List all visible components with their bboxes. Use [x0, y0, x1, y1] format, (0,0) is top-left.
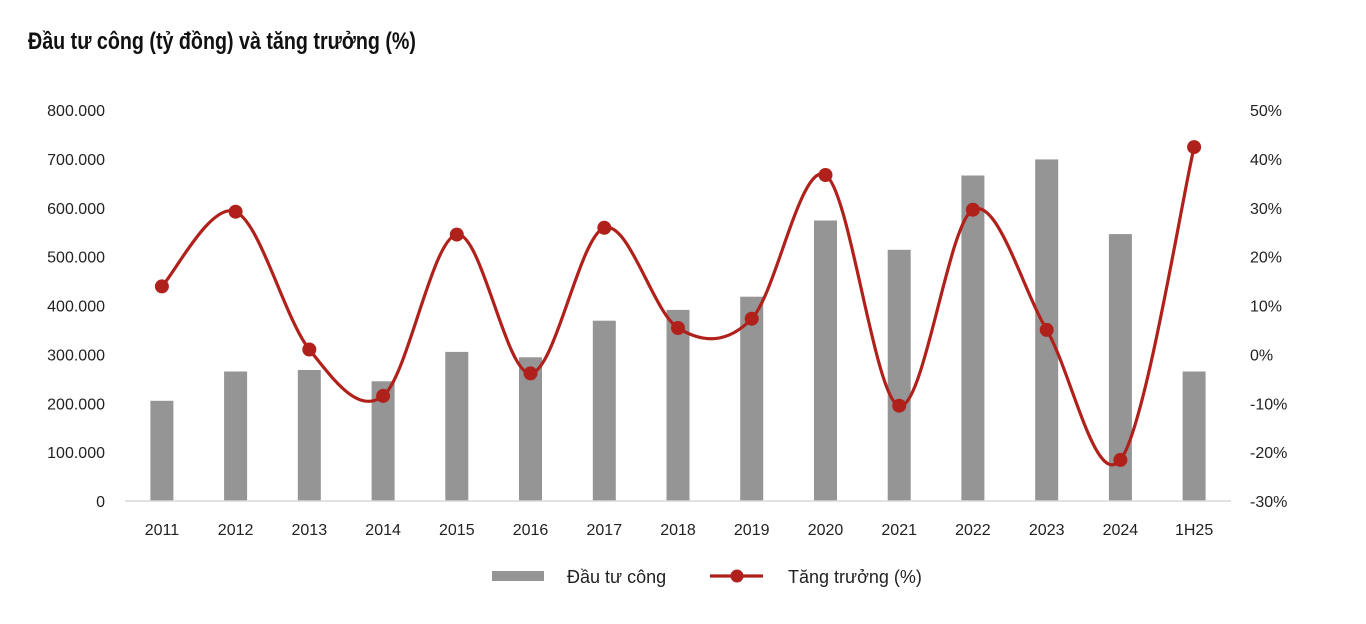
right-tick-label: 40% [1250, 152, 1282, 169]
legend-bar-swatch [492, 571, 544, 581]
growth-marker-2023 [1039, 322, 1054, 337]
x-tick-label: 2014 [365, 522, 401, 539]
right-tick-label: 10% [1250, 299, 1282, 316]
bar-2024 [1108, 234, 1132, 501]
bar-2011 [150, 400, 174, 501]
left-tick-label: 400.000 [47, 299, 105, 316]
bar-2016 [519, 357, 542, 501]
x-tick-label: 2022 [955, 522, 991, 539]
left-tick-label: 800.000 [47, 103, 105, 120]
growth-marker-2021 [892, 398, 907, 413]
x-tick-label: 2016 [513, 522, 549, 539]
x-tick-label: 2017 [587, 522, 623, 539]
x-tick-label: 2018 [660, 522, 696, 539]
legend: Đầu tư công Tăng trưởng (%) [492, 567, 922, 587]
right-tick-label: -20% [1250, 445, 1287, 462]
x-axis-ticks: 2011 2012 2013 2014 2015 2016 2017 2018 2019 2020… [145, 522, 1214, 539]
growth-marker-2015 [449, 227, 464, 242]
right-tick-label: 0% [1250, 347, 1273, 364]
bar-2014 [371, 381, 395, 501]
growth-marker-2022 [965, 202, 980, 217]
bar-2019 [740, 296, 764, 501]
left-tick-label: 0 [96, 494, 105, 511]
x-tick-label: 2013 [292, 522, 328, 539]
bar-2022 [961, 175, 985, 501]
growth-marker-2017 [597, 220, 612, 235]
legend-bar-label: Đầu tư công [567, 567, 666, 587]
growth-marker-2019 [744, 311, 759, 326]
growth-marker-2024 [1113, 452, 1128, 467]
x-tick-label: 2021 [881, 522, 917, 539]
bar-2012 [224, 371, 248, 501]
right-tick-label: 20% [1250, 250, 1282, 267]
chart-title: Đầu tư công (tỷ đồng) và tăng trưởng (%) [28, 28, 416, 55]
bar-1H25 [1182, 371, 1206, 501]
left-tick-label: 300.000 [47, 347, 105, 364]
x-tick-label: 2015 [439, 522, 475, 539]
x-tick-label: 1H25 [1175, 522, 1213, 539]
bar-2015 [445, 351, 469, 501]
right-axis-ticks: -30% -20% -10% 0% 10% 20% 30% 40% 50% [1250, 103, 1287, 511]
bar-2013 [297, 370, 321, 501]
growth-marker-2014 [376, 388, 391, 403]
right-tick-label: 30% [1250, 201, 1282, 218]
x-tick-label: 2019 [734, 522, 770, 539]
growth-marker-2012 [228, 204, 243, 219]
growth-marker-2016 [523, 366, 538, 381]
x-tick-label: 2023 [1029, 522, 1065, 539]
left-tick-label: 600.000 [47, 201, 105, 218]
x-tick-label: 2024 [1103, 522, 1139, 539]
x-tick-label: 2012 [218, 522, 254, 539]
left-axis-ticks: 0 100.000 200.000 300.000 400.000 500.000 600.… [47, 103, 105, 511]
x-tick-label: 2020 [808, 522, 844, 539]
bar-2018 [666, 309, 690, 501]
growth-marker-2013 [302, 342, 317, 357]
growth-marker-2020 [818, 168, 833, 182]
growth-marker-1H25 [1187, 140, 1202, 155]
bar-2020 [814, 220, 837, 501]
bar-2017 [592, 320, 616, 501]
x-tick-label: 2011 [145, 522, 180, 539]
legend-line-marker [730, 569, 744, 583]
growth-markers [154, 140, 1202, 467]
left-tick-label: 100.000 [47, 445, 105, 462]
left-tick-label: 200.000 [47, 396, 105, 413]
growth-marker-2018 [671, 321, 685, 335]
bar-2021 [887, 249, 911, 501]
legend-line-label: Tăng trưởng (%) [788, 567, 922, 587]
bar-series [150, 159, 1206, 501]
right-tick-label: 50% [1250, 103, 1282, 120]
left-tick-label: 500.000 [47, 250, 105, 267]
growth-marker-2011 [154, 279, 169, 294]
left-tick-label: 700.000 [47, 152, 105, 169]
right-tick-label: -30% [1250, 494, 1287, 511]
right-tick-label: -10% [1250, 396, 1287, 413]
